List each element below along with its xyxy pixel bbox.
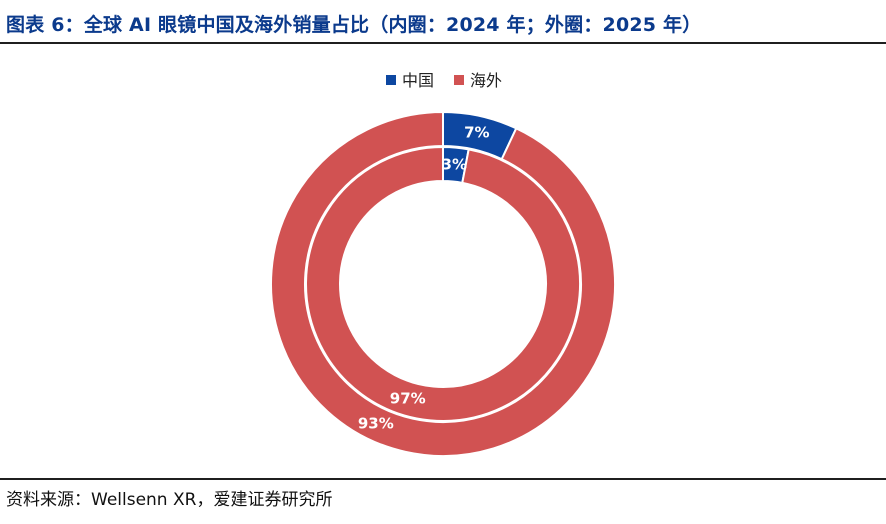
- chart-legend: 中国 海外: [386, 71, 502, 90]
- inner-ring-slice-overseas: [305, 145, 581, 422]
- outer-ring-slice-overseas: [270, 110, 616, 457]
- outer-ring-label-overseas: 93%: [358, 415, 394, 433]
- source-note: 资料来源：Wellsenn XR，爱建证券研究所: [6, 490, 333, 510]
- legend-swatch-overseas: [454, 75, 464, 85]
- outer-ring-label-china: 7%: [464, 124, 489, 142]
- title-divider: [0, 42, 886, 44]
- legend-label-china: 中国: [402, 71, 434, 90]
- chart-title: 图表 6：全球 AI 眼镜中国及海外销量占比（内圈：2024 年；外圈：2025…: [6, 14, 702, 36]
- donut-labels: 3% 97% 7% 93%: [358, 124, 490, 433]
- inner-ring-label-overseas: 97%: [390, 390, 426, 408]
- legend-swatch-china: [386, 75, 396, 85]
- donut-rings: [270, 110, 616, 457]
- donut-chart: 中国 海外 3% 97% 7% 93%: [270, 71, 616, 457]
- source-divider: [0, 478, 886, 480]
- inner-ring-label-china: 3%: [442, 156, 467, 174]
- legend-label-overseas: 海外: [470, 71, 502, 90]
